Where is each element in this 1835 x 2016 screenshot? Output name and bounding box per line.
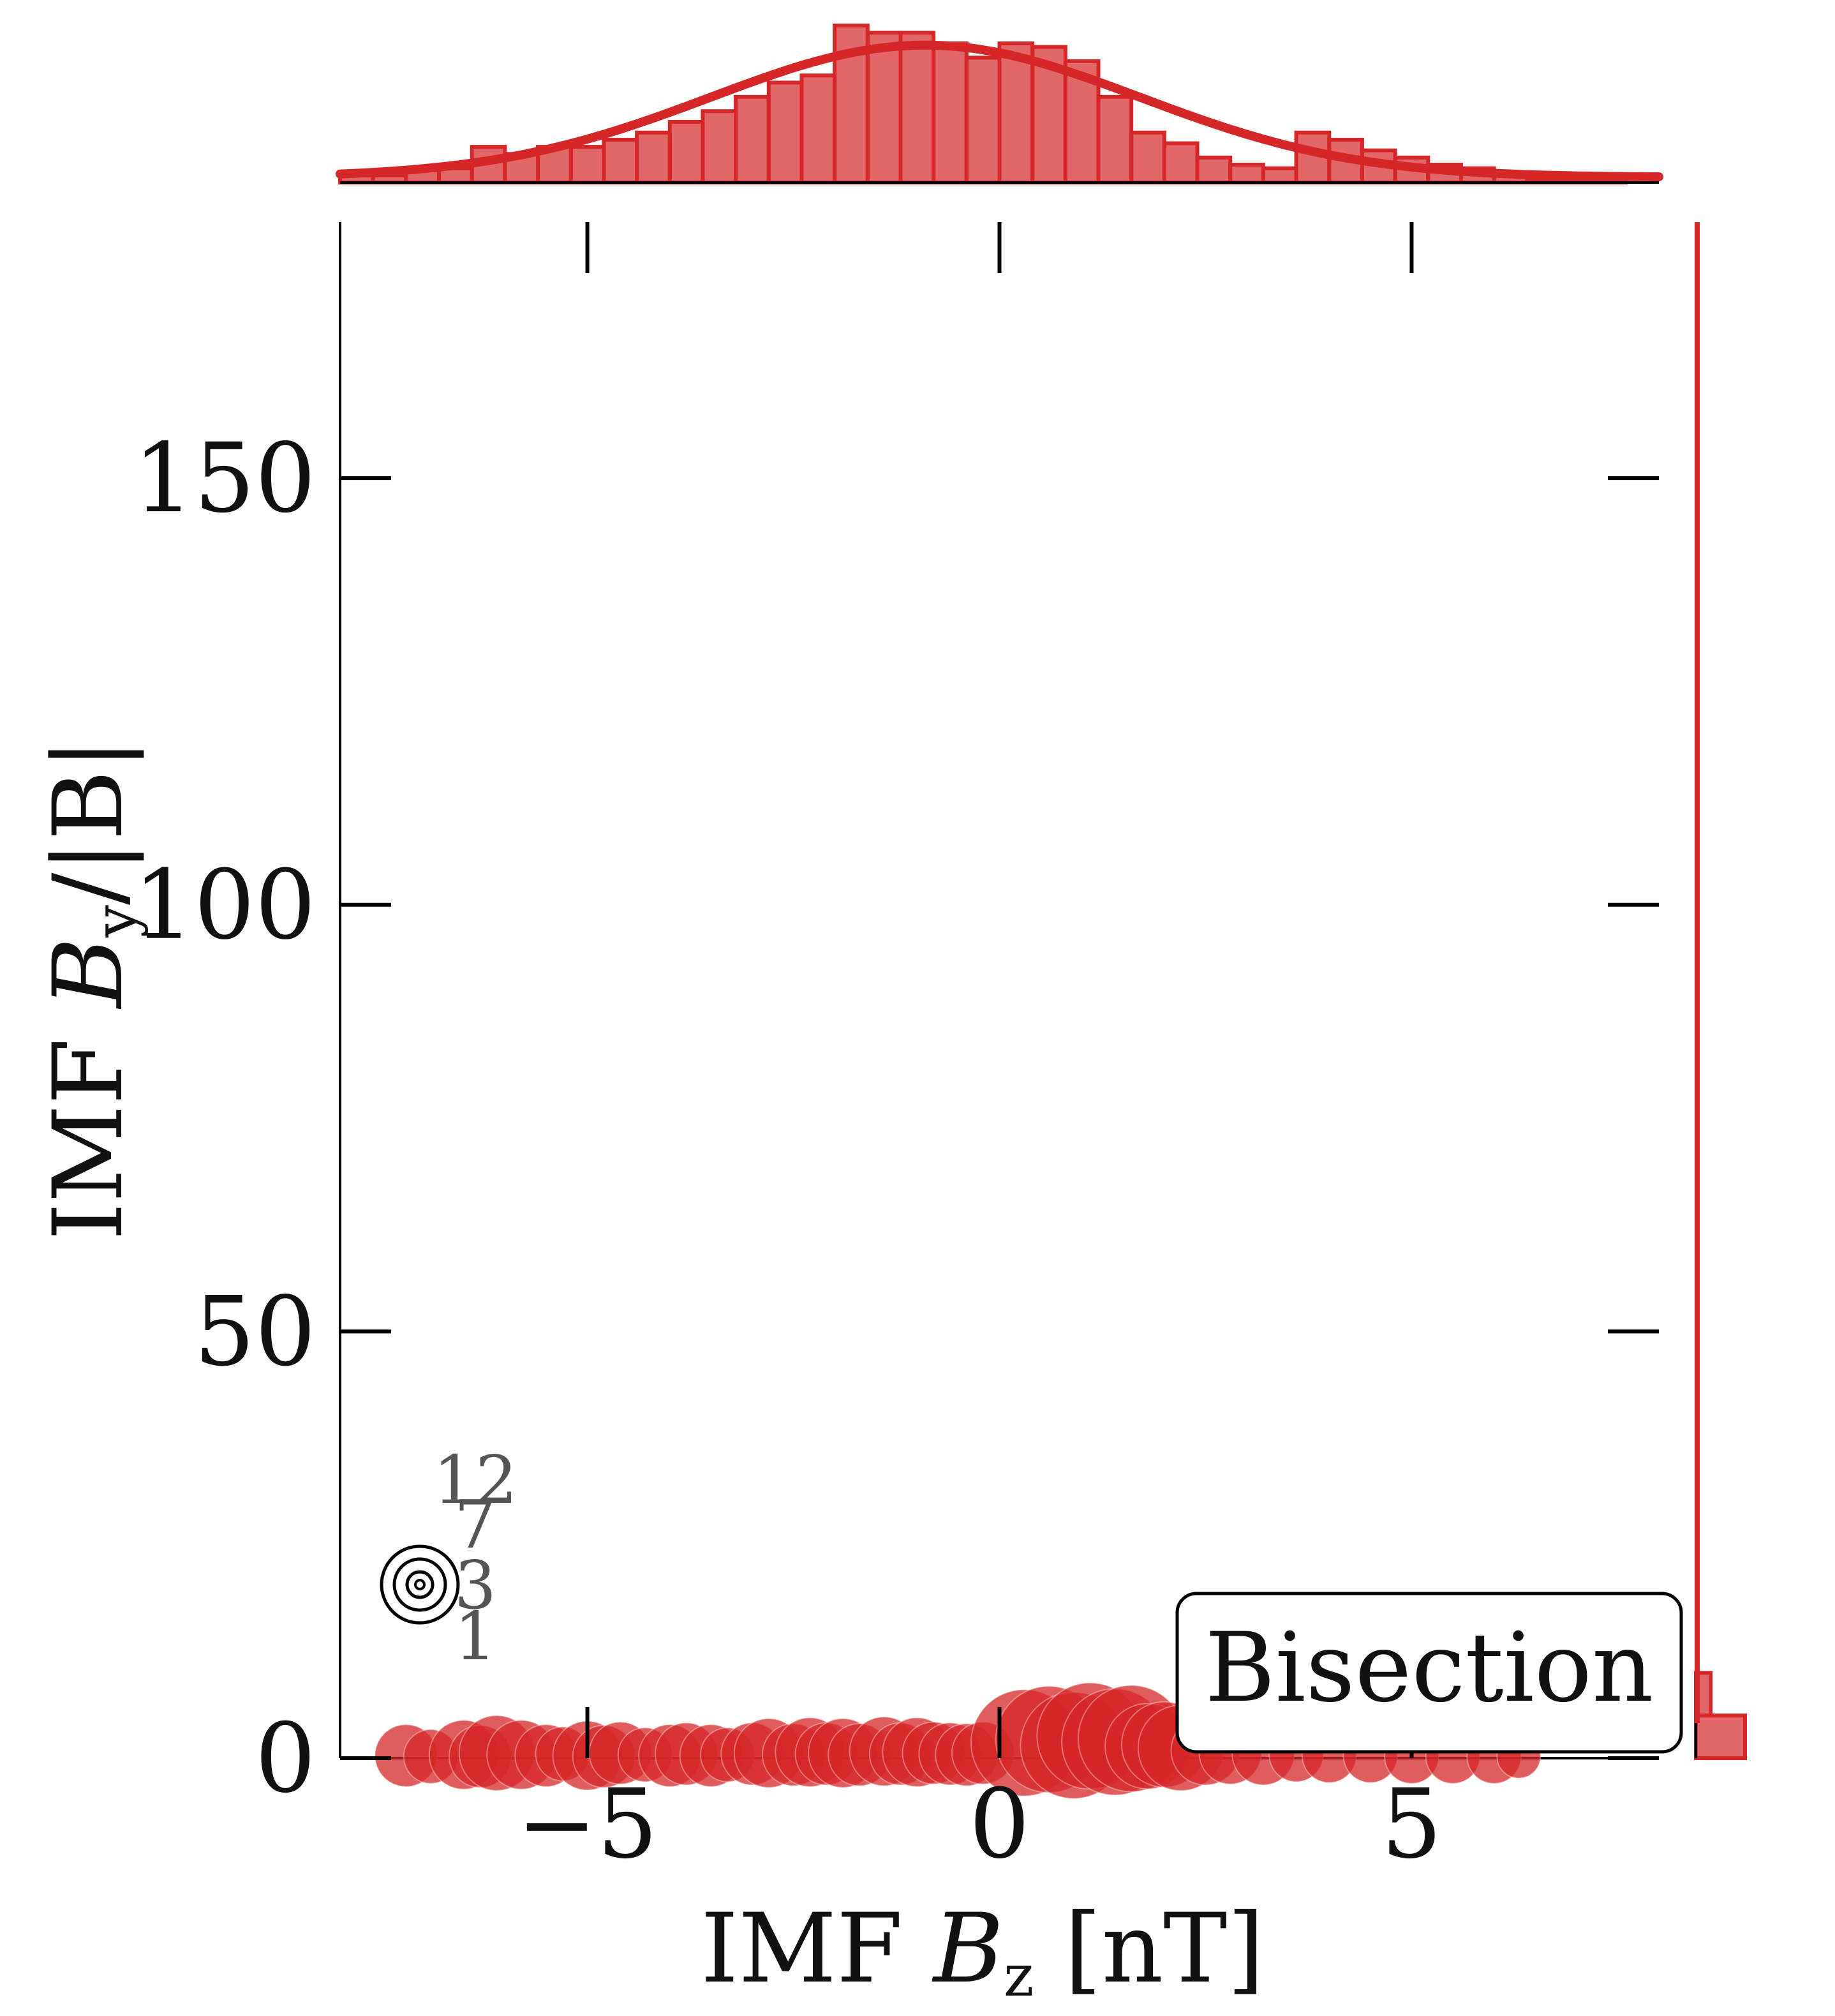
x-axis-label: IMF Bz [nT] (701, 1893, 1265, 2010)
top-marginal-kde-curve (336, 40, 1663, 181)
y-tick-label: 0 (255, 1703, 316, 1814)
top-histogram-bar (1261, 166, 1298, 184)
size-legend-label-12: 12 (433, 1441, 517, 1519)
size-legend: 12 7 3 1 (380, 1441, 517, 1675)
top-histogram-bar (932, 41, 969, 184)
x-tick-label: 5 (1381, 1769, 1442, 1880)
top-histogram-bar (667, 119, 705, 184)
annotation-box-text: Bisection (1205, 1613, 1653, 1724)
x-tick-label: −5 (517, 1769, 658, 1880)
x-tick-label: 0 (969, 1769, 1030, 1880)
y-tick-label: 50 (194, 1276, 316, 1387)
size-legend-label-7: 7 (454, 1486, 496, 1564)
y-tick-label: 150 (133, 423, 316, 534)
size-legend-marker-3 (405, 1570, 435, 1599)
top-histogram-bar (766, 80, 804, 184)
top-histogram-bar (1129, 130, 1166, 185)
top-histogram-bar (1096, 94, 1134, 184)
y-axis-label: IMF By/|B| (33, 738, 149, 1241)
scatter-points (374, 1682, 1542, 1800)
top-histogram-bar (1162, 141, 1200, 184)
top-histogram-bar (701, 109, 738, 185)
size-legend-marker-12 (380, 1544, 460, 1625)
top-histogram-bar (568, 145, 606, 185)
top-histogram-bar (964, 56, 1002, 185)
right-marginal-histogram (1694, 1671, 1747, 1761)
annotation-box: Bisection (1175, 1592, 1683, 1754)
y-tick-label: 100 (133, 850, 316, 961)
annotation-box-frame (1175, 1592, 1683, 1754)
size-legend-label-1: 1 (454, 1597, 496, 1675)
top-histogram-bar (997, 41, 1035, 184)
top-histogram-bar (799, 73, 837, 185)
size-legend-label-3: 3 (454, 1546, 496, 1624)
top-histogram-bar (635, 130, 672, 185)
size-legend-marker-1 (414, 1579, 426, 1590)
top-histogram-bar (898, 31, 936, 184)
top-histogram-bar (602, 137, 639, 184)
right-histogram-bar (1694, 1714, 1747, 1761)
top-histogram-bar (865, 31, 903, 184)
top-histogram-bar (1195, 155, 1233, 184)
top-histogram-bar (734, 94, 771, 184)
size-legend-marker-7 (392, 1557, 447, 1612)
top-histogram-bar (1228, 163, 1265, 184)
axis-ticks (340, 222, 1659, 1760)
